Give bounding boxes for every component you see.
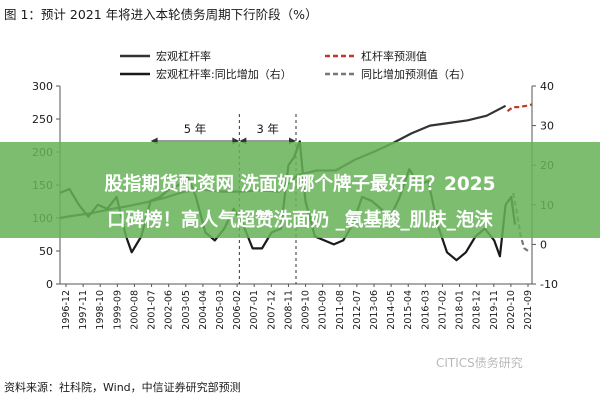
ad-banner-line-1[interactable]: 股指期货配资网 洗面奶哪个牌子最好用？2025	[104, 174, 496, 195]
left-tick-label: 50	[39, 245, 53, 258]
x-tick-label: 1998-10	[95, 290, 106, 330]
x-tick-label: 2015-04	[403, 290, 414, 330]
legend-label-4: 同比增加预测值（右）	[361, 67, 471, 81]
x-tick-label: 1999-09	[112, 290, 123, 330]
left-tick-label: 300	[32, 80, 53, 93]
chart-title: 图 1：预计 2021 年将进入本轮债务周期下行阶段（%）	[4, 7, 318, 22]
x-tick-label: 1996-12	[61, 290, 72, 330]
left-tick-label: 0	[46, 278, 53, 291]
x-tick-label: 2010-09	[318, 290, 329, 330]
cycle-arrow-label: 3 年	[256, 122, 278, 136]
x-tick-label: 2012-07	[352, 290, 363, 330]
x-tick-label: 2000-08	[129, 290, 140, 330]
x-tick-label: 2005-03	[215, 290, 226, 330]
x-tick-label: 2009-10	[301, 290, 312, 330]
x-tick-label: 2019-11	[489, 290, 500, 330]
x-tick-label: 2013-06	[369, 290, 380, 330]
x-tick-label: 2007-01	[249, 290, 260, 330]
x-tick-label: 2006-02	[232, 290, 243, 330]
source-note: 资料来源：社科院，Wind，中信证券研究部预测	[4, 381, 241, 394]
right-tick-label: 30	[540, 120, 554, 133]
x-tick-label: 2008-11	[283, 290, 294, 330]
x-tick-label: 2018-01	[455, 290, 466, 330]
x-tick-label: 2004-04	[198, 290, 209, 330]
x-tick-label: 2007-12	[266, 290, 277, 330]
right-tick-label: 0	[540, 238, 547, 251]
series-line-2	[506, 103, 533, 112]
ad-banner[interactable]	[0, 142, 600, 238]
x-tick-label: 2003-05	[181, 290, 192, 330]
legend-label-2: 杠杆率预测值	[361, 49, 427, 63]
right-tick-label: 40	[540, 80, 554, 93]
x-tick-label: 1997-11	[78, 290, 89, 330]
x-tick-label: 2016-03	[420, 290, 431, 330]
x-tick-label: 2021-09	[523, 290, 534, 330]
x-tick-label: 2002-06	[164, 290, 175, 330]
legend-label-3: 宏观杠杆率:同比增加（右）	[156, 67, 292, 81]
x-tick-label: 2020-10	[506, 290, 517, 330]
x-tick-label: 2011-08	[335, 290, 346, 330]
x-tick-label: 2014-05	[386, 290, 397, 330]
ad-banner-line-2[interactable]: 口碑榜！高人气超赞洗面奶 _氨基酸_肌肤_泡沫	[107, 210, 493, 231]
right-tick-label: -10	[540, 278, 558, 291]
watermark: CITICS债务研究	[436, 356, 523, 370]
left-tick-label: 250	[32, 113, 53, 126]
legend-label-1: 宏观杠杆率	[156, 49, 211, 63]
x-tick-label: 2018-12	[472, 290, 483, 330]
x-tick-label: 2001-07	[147, 290, 158, 330]
x-tick-label: 2017-02	[437, 290, 448, 330]
cycle-arrow-label: 5 年	[184, 122, 206, 136]
